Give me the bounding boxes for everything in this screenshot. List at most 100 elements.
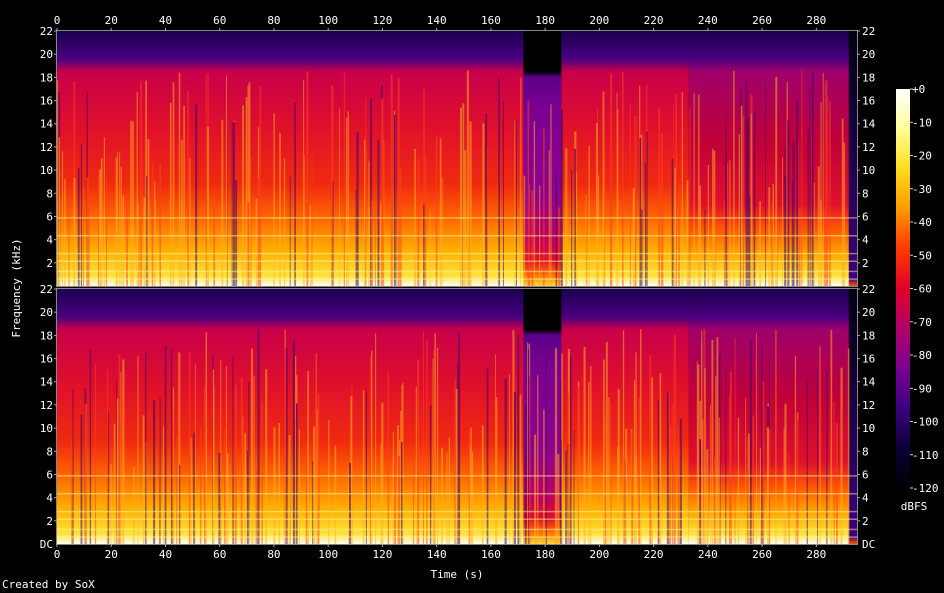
colorbar-tick-label: -90 [912, 382, 932, 395]
streak [537, 375, 539, 544]
y-tick-label-right: 4 [862, 492, 869, 505]
x-tick-label-top: 80 [267, 14, 280, 27]
streak [248, 82, 251, 286]
y-tick-label-right: 16 [862, 353, 875, 366]
streak [796, 420, 799, 544]
streak [441, 447, 443, 544]
streak [796, 100, 799, 286]
streak [524, 405, 527, 544]
streak [172, 82, 175, 286]
streak [116, 381, 118, 544]
streak [495, 397, 498, 544]
x-tick-label-top: 200 [589, 14, 609, 27]
streak [723, 199, 725, 286]
streak [817, 166, 820, 286]
streak [699, 439, 702, 544]
streak [571, 170, 573, 286]
harmonic-band [57, 270, 857, 273]
streak [792, 139, 795, 286]
x-tick-label-top: 280 [806, 14, 826, 27]
streak [253, 375, 255, 544]
streak [381, 98, 384, 286]
streak [371, 200, 373, 286]
panel-frame [56, 288, 858, 545]
streak [740, 106, 743, 286]
streak [737, 417, 740, 544]
streak [826, 370, 828, 544]
streak [265, 369, 268, 544]
streak [555, 173, 558, 286]
streak [245, 97, 248, 287]
streak [462, 103, 465, 286]
streak [246, 450, 249, 544]
streak [798, 207, 801, 286]
streak [374, 206, 376, 286]
streak [294, 102, 296, 286]
x-tick-label-bottom: 280 [806, 548, 826, 561]
streak [514, 120, 516, 286]
y-tick-label-left: 4 [46, 492, 53, 505]
streak [356, 132, 359, 286]
streak [181, 139, 183, 286]
streak [646, 131, 648, 286]
streak [107, 369, 109, 544]
streak [417, 359, 420, 544]
harmonic-band [57, 260, 857, 262]
streak [100, 158, 103, 286]
streak [651, 456, 653, 544]
streak [339, 108, 341, 286]
streak [143, 197, 146, 286]
streak [375, 333, 377, 544]
streak [633, 380, 636, 544]
streak [364, 139, 366, 286]
streak [543, 409, 545, 544]
streak [746, 441, 749, 544]
streak [255, 198, 258, 286]
streak [331, 85, 334, 286]
y-tick-label-right: 16 [862, 95, 875, 108]
streak [362, 390, 365, 544]
streak [71, 449, 73, 544]
y-tick-label-left: 6 [46, 210, 53, 223]
streak [787, 120, 790, 287]
colorbar: +0 -10 -20 -30 -40 -50 -60 -70 -80 -90 -100 -110 -12… [896, 83, 939, 495]
streak [826, 97, 829, 286]
y-tick-label-left: 22 [40, 283, 53, 296]
harmonic-band [57, 475, 857, 477]
streak [80, 143, 83, 286]
streak [784, 145, 786, 286]
streak [515, 120, 517, 287]
streak [189, 158, 191, 286]
streak [704, 368, 706, 544]
harmonic-band [57, 518, 857, 520]
streak [273, 427, 276, 544]
streak [725, 369, 727, 544]
streak [448, 437, 450, 544]
streak [371, 350, 373, 544]
harmonic-bands [57, 217, 857, 280]
streak [617, 446, 619, 544]
streak [86, 177, 90, 286]
x-tick-label-top: 100 [318, 14, 338, 27]
streak [531, 190, 534, 286]
streak [669, 426, 672, 544]
streak [171, 410, 174, 544]
streak [632, 187, 635, 286]
region-2 [561, 31, 689, 286]
streak [588, 382, 590, 544]
harmonic-band [57, 278, 857, 280]
region-4 [848, 31, 857, 286]
streak [666, 392, 669, 544]
streak [585, 195, 587, 286]
x-tick-label-bottom: 60 [213, 548, 226, 561]
streak [686, 180, 689, 286]
streak [513, 392, 516, 544]
region-4 [848, 289, 857, 544]
x-tick-label-top: 220 [644, 14, 664, 27]
streak [170, 348, 173, 544]
transient-streaks [71, 328, 850, 544]
streak [784, 403, 787, 544]
streak [519, 394, 522, 544]
streak [94, 364, 97, 544]
streak [634, 457, 637, 544]
